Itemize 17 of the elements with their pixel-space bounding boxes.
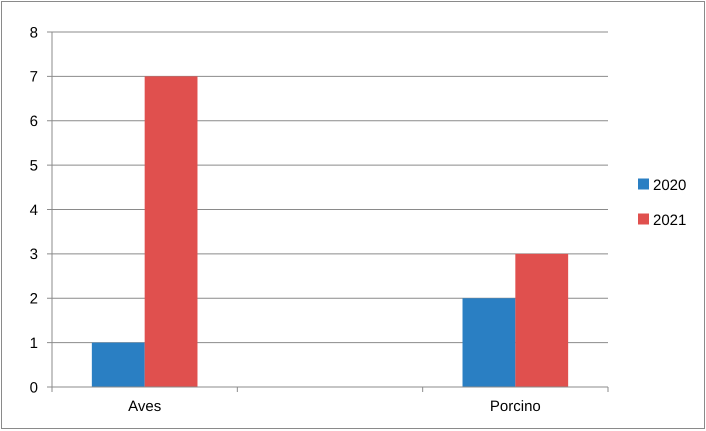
bar — [92, 342, 145, 387]
bar — [462, 298, 516, 387]
y-tick-label: 2 — [30, 290, 38, 308]
bar — [515, 254, 568, 387]
y-tick-label: 0 — [30, 379, 38, 396]
y-tick-label: 5 — [30, 157, 38, 174]
x-tick-label: Aves — [128, 398, 162, 415]
y-tick-label: 3 — [30, 246, 38, 264]
y-tick-label: 6 — [30, 113, 38, 130]
y-tick-label: 4 — [30, 202, 38, 219]
y-tick-label: 8 — [30, 24, 38, 42]
legend-label: 2020 — [653, 176, 686, 194]
bar — [144, 76, 198, 387]
legend-label: 2021 — [653, 212, 686, 229]
y-tick-label: 7 — [30, 68, 38, 86]
x-tick-label: Porcino — [490, 398, 541, 415]
y-tick-label: 1 — [30, 334, 38, 352]
